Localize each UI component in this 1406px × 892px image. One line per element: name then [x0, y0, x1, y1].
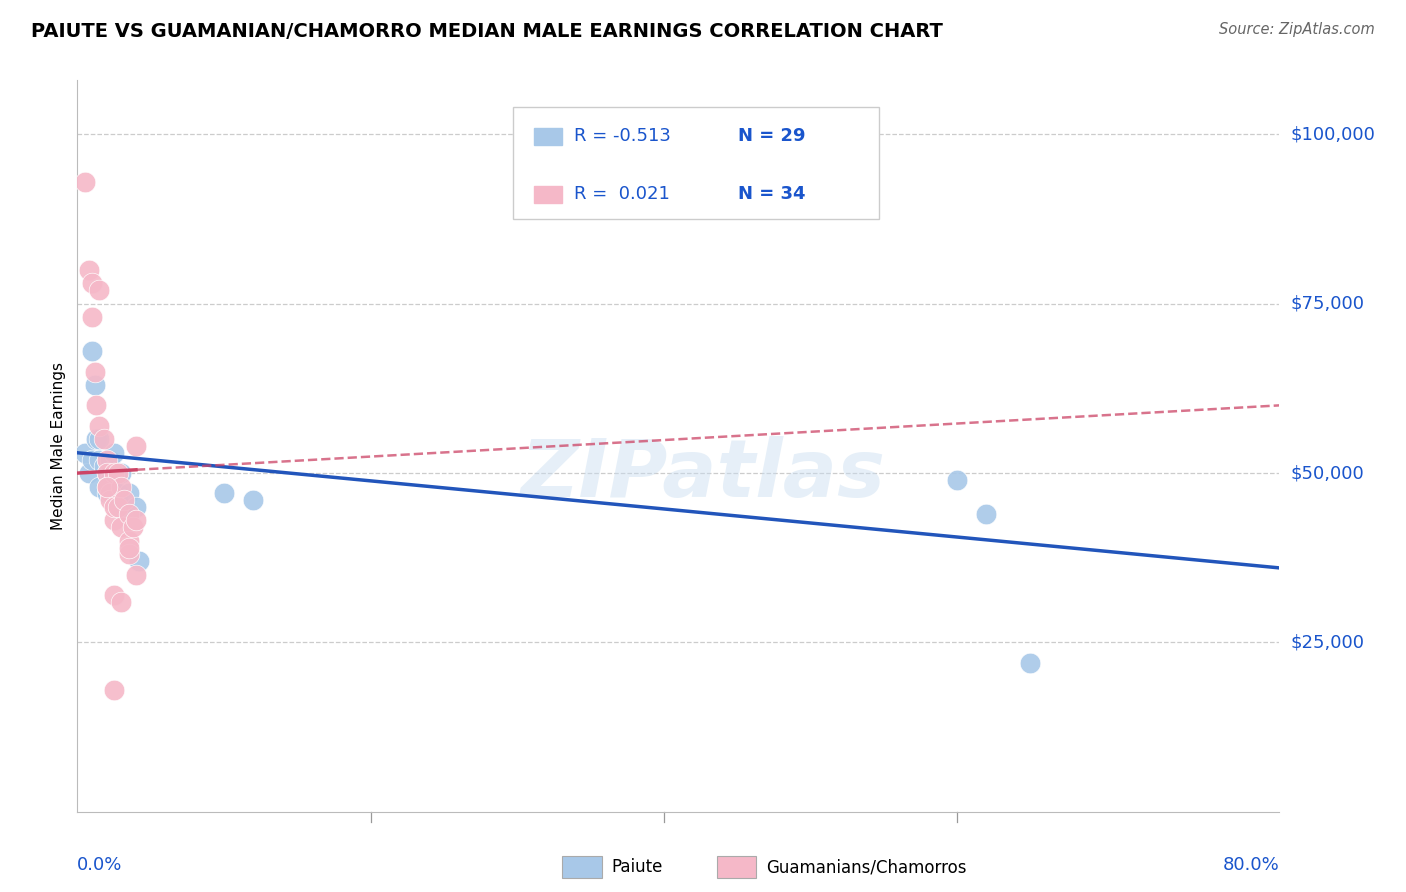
Point — [84, 364, 107, 378]
Point — [80, 344, 103, 359]
Point — [103, 514, 125, 528]
Point — [89, 418, 111, 433]
Point — [80, 277, 103, 291]
Text: $75,000: $75,000 — [1291, 294, 1365, 313]
Text: Paiute: Paiute — [612, 858, 664, 876]
Point — [125, 439, 148, 453]
Point — [77, 263, 100, 277]
Point — [89, 283, 111, 297]
Point — [89, 432, 111, 446]
Point — [242, 493, 264, 508]
Point — [103, 500, 125, 514]
Point — [93, 432, 115, 446]
Point — [84, 378, 107, 392]
Point — [125, 567, 148, 582]
Text: $100,000: $100,000 — [1291, 126, 1375, 144]
Point — [86, 398, 108, 412]
Text: ZIPatlas: ZIPatlas — [520, 436, 884, 515]
Text: 80.0%: 80.0% — [1223, 855, 1279, 873]
Point — [80, 310, 103, 325]
Point — [103, 493, 125, 508]
Point — [974, 507, 997, 521]
Point — [96, 466, 118, 480]
Point — [107, 500, 129, 514]
Point — [125, 514, 148, 528]
Point — [112, 493, 135, 508]
Point — [96, 480, 118, 494]
Point — [93, 459, 115, 474]
Point — [96, 466, 118, 480]
Point — [110, 500, 132, 514]
Point — [98, 473, 121, 487]
Text: N = 34: N = 34 — [738, 186, 806, 203]
Point — [73, 175, 96, 189]
Point — [122, 520, 145, 534]
Point — [125, 500, 148, 514]
Point — [80, 452, 103, 467]
Point — [96, 480, 118, 494]
Text: $50,000: $50,000 — [1291, 464, 1364, 482]
Text: R = -0.513: R = -0.513 — [574, 128, 671, 145]
Point — [96, 452, 118, 467]
Text: $25,000: $25,000 — [1291, 633, 1365, 651]
Point — [96, 486, 118, 500]
Text: Guamanians/Chamorros: Guamanians/Chamorros — [766, 858, 967, 876]
Point — [96, 452, 118, 467]
Point — [107, 466, 129, 480]
Point — [117, 541, 139, 555]
Point — [110, 595, 132, 609]
Point — [117, 486, 139, 500]
Point — [1019, 656, 1042, 670]
Point — [110, 466, 132, 480]
Point — [212, 486, 235, 500]
Point — [103, 588, 125, 602]
Text: N = 29: N = 29 — [738, 128, 806, 145]
Point — [77, 466, 100, 480]
Point — [946, 473, 969, 487]
Point — [73, 446, 96, 460]
Point — [117, 533, 139, 548]
Point — [98, 486, 121, 500]
Point — [107, 486, 129, 500]
Point — [117, 547, 139, 561]
Point — [89, 452, 111, 467]
Text: 0.0%: 0.0% — [77, 855, 122, 873]
Text: R =  0.021: R = 0.021 — [574, 186, 669, 203]
Point — [103, 682, 125, 697]
Point — [103, 473, 125, 487]
Point — [86, 432, 108, 446]
Point — [110, 480, 132, 494]
Point — [128, 554, 150, 568]
Point — [89, 480, 111, 494]
Text: PAIUTE VS GUAMANIAN/CHAMORRO MEDIAN MALE EARNINGS CORRELATION CHART: PAIUTE VS GUAMANIAN/CHAMORRO MEDIAN MALE… — [31, 22, 943, 41]
Text: Source: ZipAtlas.com: Source: ZipAtlas.com — [1219, 22, 1375, 37]
Point — [117, 507, 139, 521]
Point — [103, 466, 125, 480]
Y-axis label: Median Male Earnings: Median Male Earnings — [51, 362, 66, 530]
Point — [110, 520, 132, 534]
Point — [103, 446, 125, 460]
Point — [98, 452, 121, 467]
Point — [98, 493, 121, 508]
